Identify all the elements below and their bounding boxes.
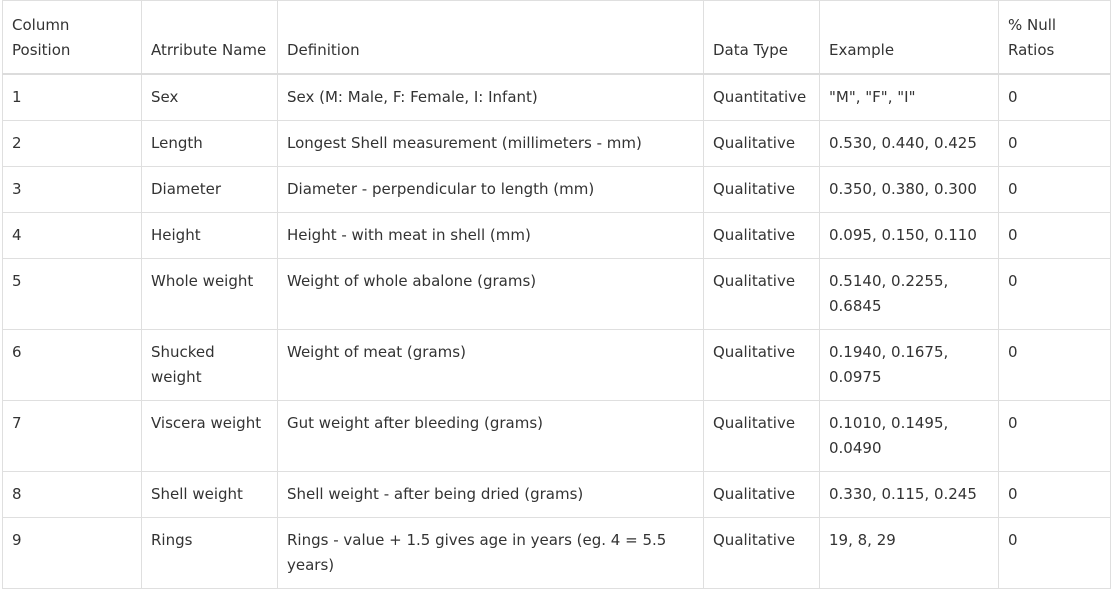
cell-data-type: Qualitative [703, 120, 820, 167]
table-row: 1 Sex Sex (M: Male, F: Female, I: Infant… [2, 73, 1111, 121]
cell-example: 19, 8, 29 [819, 517, 999, 589]
cell-definition: Longest Shell measurement (millimeters -… [277, 120, 704, 167]
cell-data-type: Qualitative [703, 166, 820, 213]
table-row: 9 Rings Rings - value + 1.5 gives age in… [2, 517, 1111, 589]
table-row: 5 Whole weight Weight of whole abalone (… [2, 258, 1111, 330]
cell-position: 5 [2, 258, 142, 330]
cell-attribute-name: Diameter [141, 166, 278, 213]
header-row: Column Position Atrribute Name Definitio… [2, 0, 1111, 75]
header-attribute-name: Atrribute Name [141, 0, 278, 75]
header-column-position: Column Position [2, 0, 142, 75]
cell-definition: Weight of whole abalone (grams) [277, 258, 704, 330]
cell-position: 7 [2, 400, 142, 472]
cell-position: 3 [2, 166, 142, 213]
cell-data-type: Qualitative [703, 329, 820, 401]
cell-position: 8 [2, 471, 142, 518]
header-null-ratios: % Null Ratios [998, 0, 1111, 75]
cell-position: 4 [2, 212, 142, 259]
cell-definition: Sex (M: Male, F: Female, I: Infant) [277, 73, 704, 121]
cell-example: 0.530, 0.440, 0.425 [819, 120, 999, 167]
header-definition: Definition [277, 0, 704, 75]
cell-example: 0.5140, 0.2255, 0.6845 [819, 258, 999, 330]
cell-null-ratio: 0 [998, 329, 1111, 401]
cell-null-ratio: 0 [998, 166, 1111, 213]
cell-data-type: Qualitative [703, 212, 820, 259]
cell-attribute-name: Sex [141, 73, 278, 121]
cell-position: 2 [2, 120, 142, 167]
table-row: 4 Height Height - with meat in shell (mm… [2, 212, 1111, 259]
cell-definition: Height - with meat in shell (mm) [277, 212, 704, 259]
cell-example: 0.350, 0.380, 0.300 [819, 166, 999, 213]
cell-attribute-name: Height [141, 212, 278, 259]
cell-null-ratio: 0 [998, 258, 1111, 330]
cell-definition: Rings - value + 1.5 gives age in years (… [277, 517, 704, 589]
header-example: Example [819, 0, 999, 75]
table-row: 3 Diameter Diameter - perpendicular to l… [2, 166, 1111, 213]
cell-attribute-name: Rings [141, 517, 278, 589]
cell-attribute-name: Whole weight [141, 258, 278, 330]
table-row: 8 Shell weight Shell weight - after bein… [2, 471, 1111, 518]
cell-attribute-name: Viscera weight [141, 400, 278, 472]
cell-position: 1 [2, 73, 142, 121]
cell-attribute-name: Shell weight [141, 471, 278, 518]
cell-data-type: Qualitative [703, 258, 820, 330]
cell-example: 0.330, 0.115, 0.245 [819, 471, 999, 518]
table-body: 1 Sex Sex (M: Male, F: Female, I: Infant… [2, 73, 1111, 589]
cell-null-ratio: 0 [998, 400, 1111, 472]
cell-example: 0.1940, 0.1675, 0.0975 [819, 329, 999, 401]
cell-null-ratio: 0 [998, 517, 1111, 589]
cell-null-ratio: 0 [998, 471, 1111, 518]
table-row: 6 Shucked weight Weight of meat (grams) … [2, 329, 1111, 401]
cell-null-ratio: 0 [998, 73, 1111, 121]
cell-attribute-name: Length [141, 120, 278, 167]
cell-data-type: Qualitative [703, 471, 820, 518]
header-data-type: Data Type [703, 0, 820, 75]
cell-example: 0.1010, 0.1495, 0.0490 [819, 400, 999, 472]
cell-definition: Weight of meat (grams) [277, 329, 704, 401]
cell-position: 9 [2, 517, 142, 589]
cell-data-type: Qualitative [703, 517, 820, 589]
cell-definition: Shell weight - after being dried (grams) [277, 471, 704, 518]
cell-attribute-name: Shucked weight [141, 329, 278, 401]
cell-example: "M", "F", "I" [819, 73, 999, 121]
cell-data-type: Qualitative [703, 400, 820, 472]
table-row: 7 Viscera weight Gut weight after bleedi… [2, 400, 1111, 472]
cell-definition: Diameter - perpendicular to length (mm) [277, 166, 704, 213]
cell-position: 6 [2, 329, 142, 401]
table-row: 2 Length Longest Shell measurement (mill… [2, 120, 1111, 167]
cell-null-ratio: 0 [998, 120, 1111, 167]
cell-example: 0.095, 0.150, 0.110 [819, 212, 999, 259]
cell-definition: Gut weight after bleeding (grams) [277, 400, 704, 472]
cell-data-type: Quantitative [703, 73, 820, 121]
cell-null-ratio: 0 [998, 212, 1111, 259]
table-header: Column Position Atrribute Name Definitio… [2, 0, 1111, 75]
